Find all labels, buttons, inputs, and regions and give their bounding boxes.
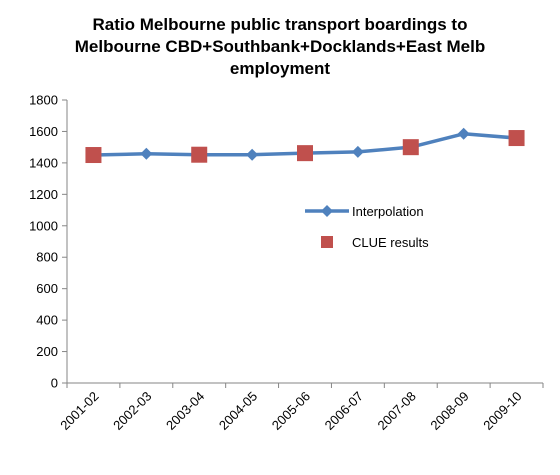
x-tick-label: 2007-08 [375, 389, 419, 433]
chart-title: Ratio Melbourne public transport boardin… [0, 14, 560, 80]
clue-results-point [297, 145, 313, 162]
interpolation-point [140, 147, 153, 160]
clue-results-point [508, 130, 525, 147]
x-tick-label: 2006-07 [322, 389, 366, 433]
chart-title-line-3: employment [229, 59, 331, 78]
x-tick-label: 2005-06 [269, 389, 313, 433]
y-tick-label: 1200 [29, 187, 58, 202]
y-tick-label: 1600 [29, 124, 58, 139]
y-tick-label: 200 [36, 344, 58, 359]
x-tick-label: 2004-05 [216, 389, 260, 433]
interpolation-point [246, 148, 259, 161]
x-tick-label: 2002-03 [110, 389, 154, 433]
x-tick-label: 2009-10 [480, 389, 524, 433]
clue-results-point [85, 147, 102, 164]
legend-label-clue-results: CLUE results [352, 235, 429, 250]
y-tick-label: 1400 [29, 155, 58, 170]
clue-results-point [191, 146, 208, 163]
x-tick-label: 2001-02 [57, 389, 101, 433]
legend-marker-interpolation [321, 205, 333, 217]
y-tick-label: 1800 [29, 93, 58, 108]
y-tick-label: 1000 [29, 218, 58, 233]
clue-results-point [402, 139, 419, 156]
x-tick-label: 2003-04 [163, 389, 207, 433]
x-tick-label: 2008-09 [427, 389, 471, 433]
legend-label-interpolation: Interpolation [352, 204, 424, 219]
y-tick-label: 400 [36, 313, 58, 328]
y-tick-label: 0 [51, 376, 58, 391]
y-tick-label: 800 [36, 250, 58, 265]
chart-title-line-2: Melbourne CBD+Southbank+Docklands+East M… [74, 37, 486, 56]
chart-title-line-1: Ratio Melbourne public transport boardin… [92, 15, 468, 34]
y-tick-label: 600 [36, 281, 58, 296]
interpolation-point [351, 145, 364, 158]
legend-swatch-clue-results [321, 236, 333, 248]
interpolation-point [457, 127, 470, 140]
